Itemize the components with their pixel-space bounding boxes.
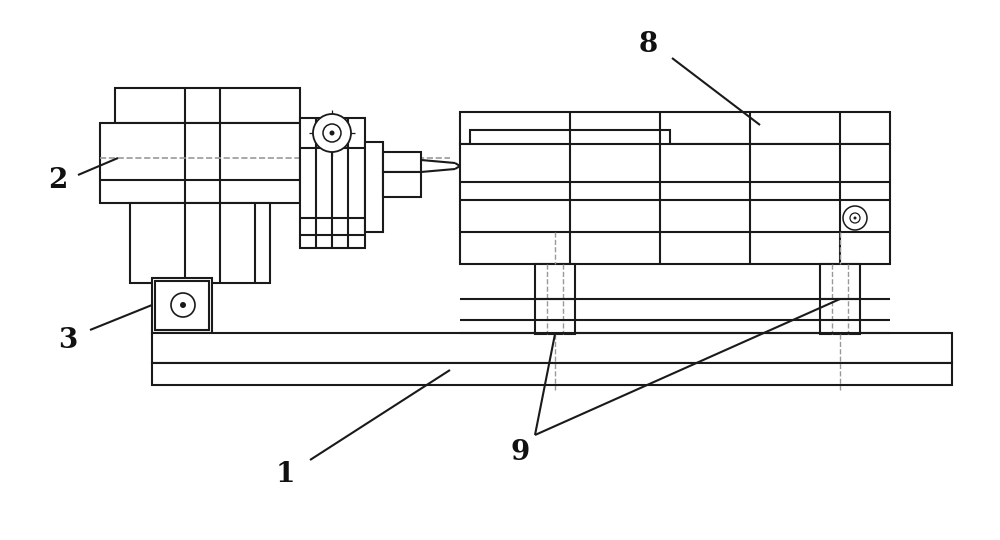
Text: 1: 1 (275, 462, 295, 489)
Circle shape (313, 114, 351, 152)
Circle shape (323, 124, 341, 142)
Bar (535, 264, 575, 334)
Bar (383, 172, 421, 197)
Circle shape (843, 206, 867, 230)
Text: 3: 3 (58, 327, 78, 354)
Bar (115, 88, 300, 123)
Bar (152, 278, 212, 333)
Bar (460, 112, 890, 144)
Bar (100, 123, 300, 203)
Circle shape (330, 131, 334, 136)
Circle shape (180, 302, 186, 308)
Circle shape (850, 213, 860, 223)
Bar (470, 130, 670, 182)
Bar (383, 152, 421, 172)
Bar (460, 144, 890, 264)
Bar (155, 281, 209, 330)
Text: 8: 8 (638, 31, 658, 58)
Text: 2: 2 (48, 166, 68, 193)
Bar (300, 118, 365, 248)
Bar (152, 333, 952, 363)
Bar (130, 203, 270, 283)
Bar (152, 363, 952, 385)
Circle shape (854, 217, 856, 219)
Text: 9: 9 (510, 438, 530, 465)
Bar (820, 264, 860, 334)
Bar (365, 142, 383, 232)
Circle shape (171, 293, 195, 317)
